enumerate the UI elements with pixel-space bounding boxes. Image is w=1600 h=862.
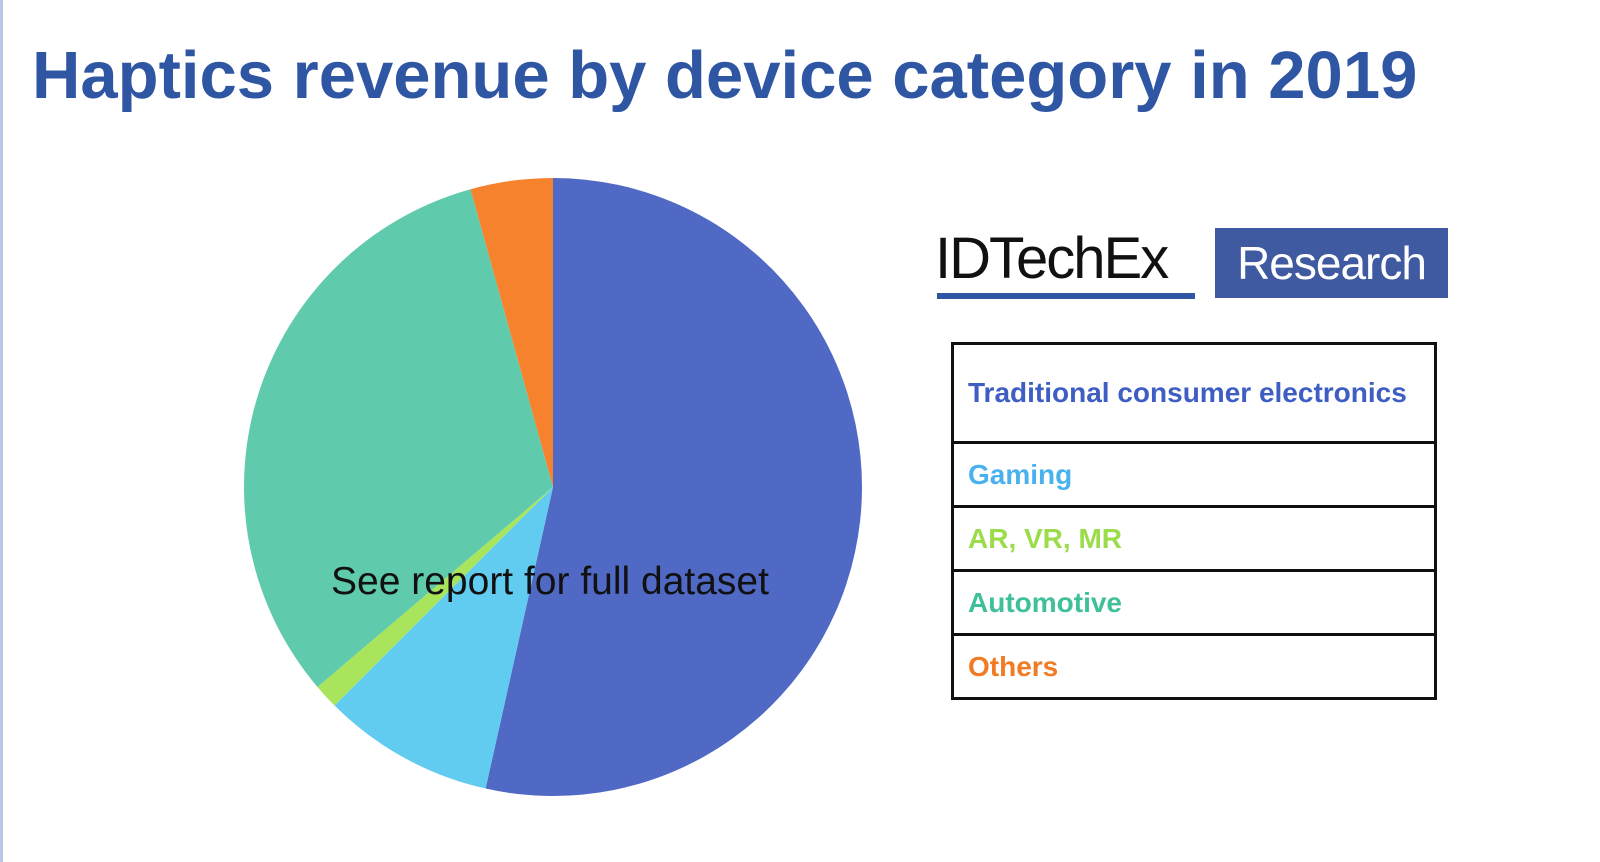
pie-slice-ar-vr-mr	[317, 487, 553, 706]
left-edge-rule	[0, 0, 3, 862]
chart-legend: Traditional consumer electronics Gaming …	[951, 342, 1437, 700]
chart-title: Haptics revenue by device category in 20…	[32, 38, 1418, 113]
pie-annotation: See report for full dataset	[331, 560, 769, 603]
legend-item-gaming: Gaming	[951, 441, 1437, 508]
legend-row: Traditional consumer electronics	[951, 342, 1437, 444]
legend-row: AR, VR, MR	[951, 505, 1437, 572]
brand-logo: IDTechEx Research	[935, 228, 1455, 308]
brand-badge: Research	[1215, 228, 1448, 298]
brand-underline	[937, 293, 1195, 299]
pie-slice-gaming	[334, 487, 553, 789]
brand-name: IDTechEx	[935, 226, 1169, 291]
pie-slice-others	[470, 178, 553, 487]
legend-item-ar-vr-mr: AR, VR, MR	[951, 505, 1437, 572]
pie-slice-automotive	[244, 189, 553, 687]
legend-row: Gaming	[951, 441, 1437, 508]
legend-item-traditional-consumer-electronics: Traditional consumer electronics	[951, 342, 1437, 444]
legend-row: Automotive	[951, 569, 1437, 636]
pie-slice-traditional-consumer-electronics	[485, 178, 862, 796]
legend-item-others: Others	[951, 633, 1437, 700]
legend-row: Others	[951, 633, 1437, 700]
legend-item-automotive: Automotive	[951, 569, 1437, 636]
